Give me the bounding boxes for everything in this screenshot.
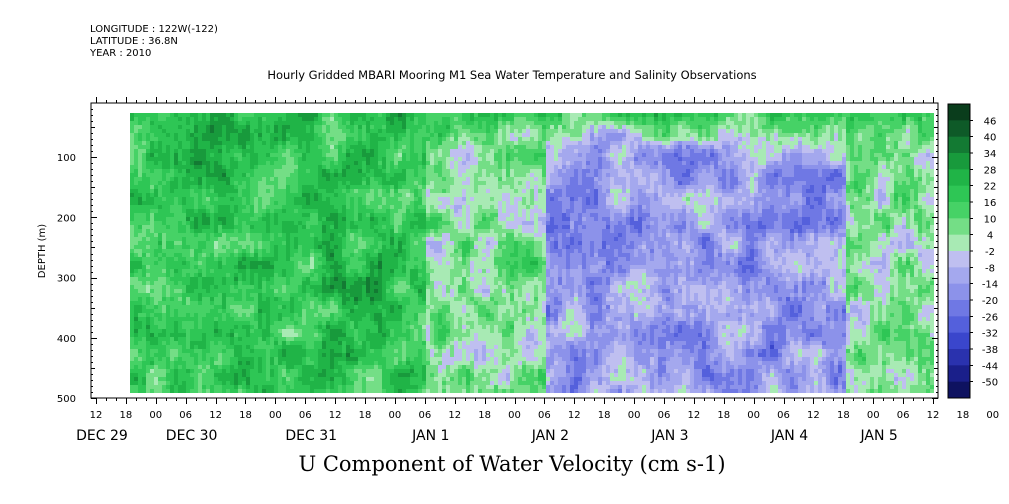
colorbar-label: -50 [982, 378, 998, 389]
x-hour-tick-label: 06 [179, 410, 192, 421]
x-hour-tick-label: 06 [777, 410, 790, 421]
x-date-label: JAN 3 [650, 428, 688, 444]
colorbar-label: 46 [984, 116, 997, 127]
colorbar-swatch [948, 169, 970, 187]
variable-title: U Component of Water Velocity (cm s-1) [298, 452, 726, 476]
colorbar-swatch [948, 136, 970, 154]
colorbar-label: -2 [985, 247, 995, 258]
x-hour-tick-label: 18 [478, 410, 491, 421]
x-hour-tick-label: 18 [957, 410, 970, 421]
colorbar-swatch [948, 267, 970, 285]
x-hour-tick-label: 18 [359, 410, 372, 421]
colorbar-swatch [948, 381, 970, 399]
x-hour-tick-label: 12 [807, 410, 820, 421]
y-axis-label: DEPTH (m) [37, 224, 48, 278]
colorbar-swatch [948, 332, 970, 350]
x-hour-tick-label: 06 [538, 410, 551, 421]
x-hour-tick-label: 00 [986, 410, 999, 421]
x-date-label: DEC 31 [285, 428, 337, 444]
x-hour-tick-label: 00 [149, 410, 162, 421]
x-hour-tick-label: 06 [299, 410, 312, 421]
y-tick-label: 400 [57, 334, 76, 345]
plot-frame [90, 102, 939, 399]
colorbar-swatch [948, 300, 970, 317]
x-date-label: DEC 30 [166, 428, 218, 444]
colorbar-label: 10 [984, 214, 997, 225]
colorbar-swatch [948, 349, 970, 366]
heatmap-field [130, 113, 934, 393]
latitude-label: LATITUDE : 36.8N [90, 36, 178, 47]
x-hour-tick-label: 18 [120, 410, 133, 421]
colorbar-swatch [948, 120, 970, 138]
colorbar-swatch [948, 251, 970, 268]
colorbar-swatch [948, 104, 970, 121]
colorbar-label: 16 [984, 198, 997, 209]
colorbar-swatch [948, 234, 970, 252]
colorbar-swatch [948, 218, 970, 236]
colorbar-label: -20 [982, 296, 998, 307]
colorbar-swatch [948, 202, 970, 219]
x-hour-tick-label: 06 [658, 410, 671, 421]
colorbar-swatch [948, 153, 970, 170]
colorbar-label: 28 [984, 165, 997, 176]
x-date-label: DEC 29 [76, 428, 128, 444]
y-tick-label: 100 [57, 153, 76, 164]
longitude-label: LONGITUDE : 122W(-122) [90, 24, 218, 35]
x-hour-tick-label: 12 [568, 410, 581, 421]
colorbar-swatch [948, 283, 970, 301]
colorbar-swatch [948, 316, 970, 334]
x-hour-tick-label: 18 [239, 410, 252, 421]
x-hour-tick-label: 12 [927, 410, 940, 421]
colorbar-label: -38 [982, 345, 998, 356]
x-hour-tick-label: 00 [747, 410, 760, 421]
colorbar-label: -26 [982, 312, 998, 323]
colorbar-label: -8 [985, 263, 995, 274]
colorbar-label: -32 [982, 329, 998, 340]
x-hour-tick-label: 00 [508, 410, 521, 421]
x-hour-tick-label: 18 [717, 410, 730, 421]
x-hour-tick-label: 18 [837, 410, 850, 421]
chart-title: Hourly Gridded MBARI Mooring M1 Sea Wate… [267, 68, 757, 82]
x-hour-tick-label: 12 [448, 410, 461, 421]
colorbar-label: 40 [984, 133, 997, 144]
colorbar-swatch [948, 365, 970, 383]
x-hour-tick-label: 12 [209, 410, 222, 421]
x-hour-tick-label: 06 [897, 410, 910, 421]
x-hour-tick-label: 00 [389, 410, 402, 421]
x-hour-tick-label: 00 [867, 410, 880, 421]
x-date-label: JAN 4 [770, 428, 808, 444]
x-hour-tick-label: 00 [628, 410, 641, 421]
colorbar-label: 34 [984, 149, 997, 160]
x-hour-tick-label: 12 [687, 410, 700, 421]
colorbar-label: -44 [982, 361, 998, 372]
x-date-label: JAN 1 [411, 428, 449, 444]
axes: 12 18 00 06 12 18 00 06 12 18 00 06 12 18 00 06 12 18 00 06… [57, 97, 999, 444]
y-tick-label: 300 [57, 274, 76, 285]
colorbar-label: 22 [984, 182, 997, 193]
x-hour-tick-label: 18 [598, 410, 611, 421]
x-hour-tick-label: 00 [269, 410, 282, 421]
x-hour-tick-label: 06 [418, 410, 431, 421]
x-date-label: JAN 5 [860, 428, 898, 444]
x-date-label: JAN 2 [531, 428, 569, 444]
x-hour-tick-label: 12 [90, 410, 103, 421]
colorbar-label: -14 [982, 280, 998, 291]
colorbar-swatch [948, 185, 970, 203]
y-tick-label: 200 [57, 213, 76, 224]
year-label: YEAR : 2010 [90, 48, 152, 59]
x-hour-tick-label: 12 [329, 410, 342, 421]
colorbar: 46 40 34 28 22 16 10 4 -2 -8 -14 -20 -26 -32 -38 -44 -50 [947, 103, 998, 399]
colorbar-label: 4 [987, 231, 993, 242]
y-tick-label: 500 [57, 394, 76, 405]
